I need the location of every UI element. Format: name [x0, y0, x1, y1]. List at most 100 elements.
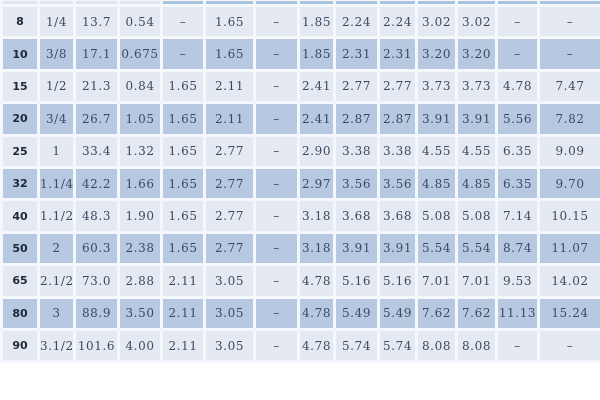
- data-cell: 5.74: [333, 327, 380, 364]
- table-row: 8 1/4 13.7 0.54–1.65–1.85 2.24 2.24 3.02 3.02– –: [0, 3, 600, 40]
- data-cell: 1.65: [160, 198, 206, 234]
- data-cell: 10.15: [537, 198, 600, 234]
- data-cell: 4.85: [455, 165, 498, 202]
- data-cell: 2.1/2: [37, 263, 76, 299]
- data-cell: 73.0: [73, 263, 120, 299]
- data-cell: 3.56: [377, 165, 418, 202]
- data-cell: 9.70: [537, 165, 600, 202]
- data-cell: 1/4: [37, 3, 76, 40]
- data-cell: 1.05: [117, 101, 163, 137]
- data-cell: 5.54: [455, 230, 498, 267]
- data-cell: 2.77: [377, 68, 418, 105]
- row-header-cell: 20: [0, 101, 40, 137]
- header-cell: [117, 0, 163, 7]
- data-cell: 1.32: [117, 133, 163, 169]
- header-cell: [160, 0, 206, 7]
- data-cell: 5.16: [333, 263, 380, 299]
- data-cell: 2.11: [203, 68, 256, 105]
- data-cell: 2.77: [203, 230, 256, 267]
- table-row: 50 2 60.3 2.38 1.65 2.77–3.18 3.91 3.91 5.54 5.54…: [0, 230, 600, 267]
- data-cell: 0.84: [117, 68, 163, 105]
- data-cell: 7.47: [537, 68, 600, 105]
- data-cell: –: [253, 327, 300, 364]
- data-cell: 1.65: [203, 3, 256, 40]
- row-header-cell: 40: [0, 198, 40, 234]
- data-cell: 5.49: [377, 295, 418, 331]
- data-cell: 9.09: [537, 133, 600, 169]
- header-cell: [37, 0, 76, 7]
- data-cell: 60.3: [73, 230, 120, 267]
- data-cell: –: [495, 327, 540, 364]
- data-cell: 11.13: [495, 295, 540, 331]
- data-cell: 26.7: [73, 101, 120, 137]
- data-cell: 1.1/4: [37, 165, 76, 202]
- data-cell: 7.01: [455, 263, 498, 299]
- data-cell: 3.18: [297, 198, 336, 234]
- data-cell: –: [253, 68, 300, 105]
- row-header-cell: 15: [0, 68, 40, 105]
- data-cell: 0.675: [117, 36, 163, 72]
- table-screen: 8 1/4 13.7 0.54–1.65–1.85 2.24 2.24 3.02 3.02– –…: [0, 0, 600, 364]
- data-cell: 3.91: [377, 230, 418, 267]
- data-cell: –: [253, 3, 300, 40]
- data-cell: 7.14: [495, 198, 540, 234]
- data-cell: –: [537, 3, 600, 40]
- data-cell: 3.73: [455, 68, 498, 105]
- data-cell: 1.65: [160, 165, 206, 202]
- row-header-cell: 32: [0, 165, 40, 202]
- data-cell: 7.62: [455, 295, 498, 331]
- data-cell: 15.24: [537, 295, 600, 331]
- data-cell: 2.38: [117, 230, 163, 267]
- data-cell: 3.1/2: [37, 327, 76, 364]
- data-cell: 4.55: [415, 133, 458, 169]
- header-row-partial: [0, 0, 600, 7]
- data-cell: 2: [37, 230, 76, 267]
- data-cell: 8.08: [455, 327, 498, 364]
- data-cell: 1.65: [160, 230, 206, 267]
- pipe-dimension-table: 8 1/4 13.7 0.54–1.65–1.85 2.24 2.24 3.02 3.02– –…: [0, 0, 600, 364]
- data-cell: 3.56: [333, 165, 380, 202]
- data-cell: 5.49: [333, 295, 380, 331]
- data-cell: 3.50: [117, 295, 163, 331]
- data-cell: 1.85: [297, 36, 336, 72]
- table-row: 65 2.1/2 73.0 2.88 2.11 3.05–4.78 5.16 5.16 7.01…: [0, 263, 600, 299]
- data-cell: –: [253, 133, 300, 169]
- data-cell: 1.65: [160, 101, 206, 137]
- data-cell: 9.53: [495, 263, 540, 299]
- data-cell: 3/4: [37, 101, 76, 137]
- header-cell: [253, 0, 300, 7]
- data-cell: 3.38: [333, 133, 380, 169]
- data-cell: 7.82: [537, 101, 600, 137]
- data-cell: 4.78: [495, 68, 540, 105]
- data-cell: 5.56: [495, 101, 540, 137]
- data-cell: 3.05: [203, 295, 256, 331]
- table-row: 15 1/2 21.3 0.84 1.65 2.11–2.41 2.77 2.77 3.73 3.…: [0, 68, 600, 105]
- data-cell: 21.3: [73, 68, 120, 105]
- header-cell: [455, 0, 498, 7]
- header-cell: [333, 0, 380, 7]
- data-cell: –: [537, 36, 600, 72]
- data-cell: 101.6: [73, 327, 120, 364]
- data-cell: 4.78: [297, 263, 336, 299]
- data-cell: 1.66: [117, 165, 163, 202]
- data-cell: 6.35: [495, 165, 540, 202]
- data-cell: 5.54: [415, 230, 458, 267]
- data-cell: 3.68: [377, 198, 418, 234]
- data-cell: –: [253, 198, 300, 234]
- table-row: 25 1 33.4 1.32 1.65 2.77–2.90 3.38 3.38 4.55 4.55…: [0, 133, 600, 169]
- table-row: 40 1.1/2 48.3 1.90 1.65 2.77–3.18 3.68 3.68 5.08…: [0, 198, 600, 234]
- row-header-cell: 50: [0, 230, 40, 267]
- table-row: 32 1.1/4 42.2 1.66 1.65 2.77–2.97 3.56 3.56 4.85…: [0, 165, 600, 202]
- data-cell: 48.3: [73, 198, 120, 234]
- data-cell: 7.01: [415, 263, 458, 299]
- data-cell: 2.88: [117, 263, 163, 299]
- data-cell: 2.90: [297, 133, 336, 169]
- data-cell: 2.41: [297, 68, 336, 105]
- data-cell: 4.78: [297, 295, 336, 331]
- data-cell: 2.77: [203, 165, 256, 202]
- data-cell: 2.31: [333, 36, 380, 72]
- header-cell: [73, 0, 120, 7]
- data-cell: 14.02: [537, 263, 600, 299]
- data-cell: 3.73: [415, 68, 458, 105]
- data-cell: 2.31: [377, 36, 418, 72]
